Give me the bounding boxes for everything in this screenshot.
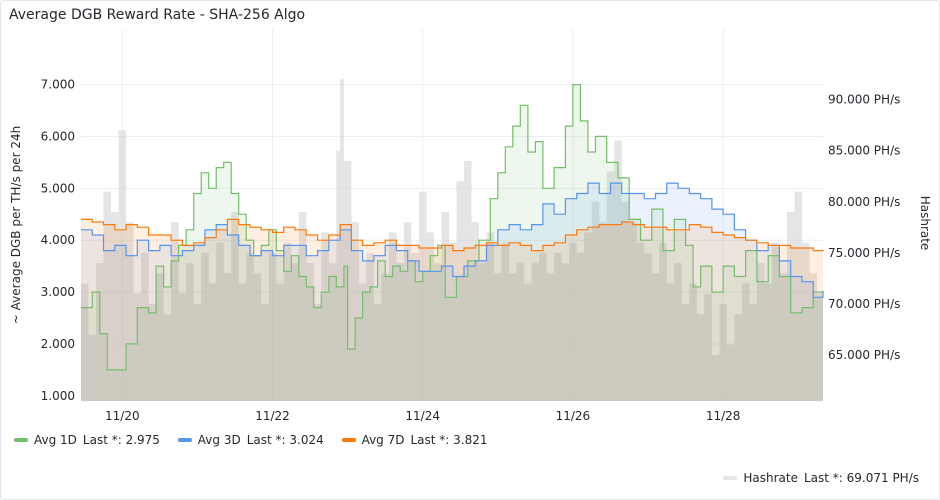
legend-last-avg-1d: Last *: 2.975 bbox=[82, 433, 160, 447]
x-tick-label-3: 11/24 bbox=[405, 409, 440, 423]
y2-tick-label-1: 65.000 PH/s bbox=[828, 348, 900, 362]
series-avg-7d-line bbox=[81, 218, 824, 252]
legend-item-avg-1d[interactable]: Avg 1D Last *: 2.975 bbox=[14, 433, 160, 447]
legend-label-avg-7d: Avg 7D bbox=[361, 433, 405, 447]
legend-swatch-avg-1d bbox=[14, 437, 28, 442]
y2-tick-label-4: 80.000 PH/s bbox=[828, 195, 900, 209]
y-tick-label-6: 6.000 bbox=[41, 129, 75, 143]
legend-item-avg-7d[interactable]: Avg 7D Last *: 3.821 bbox=[341, 433, 488, 447]
y-tick-label-3: 3.000 bbox=[41, 285, 75, 299]
series-avg-1d-area bbox=[81, 84, 823, 401]
y-tick-label-4: 4.000 bbox=[41, 233, 75, 247]
legend-label-hashrate: Hashrate bbox=[743, 471, 798, 485]
series-avg-7d-area bbox=[81, 219, 823, 401]
x-tick-label-4: 11/26 bbox=[556, 409, 591, 423]
x-tick-label-1: 11/20 bbox=[105, 409, 140, 423]
y2-tick-label-6: 90.000 PH/s bbox=[828, 93, 900, 107]
legend-last-avg-3d: Last *: 3.024 bbox=[246, 433, 324, 447]
y2-tick-label-2: 70.000 PH/s bbox=[828, 297, 900, 311]
chart-title: Average DGB Reward Rate - SHA-256 Algo bbox=[9, 7, 306, 23]
x-tick-label-5: 11/28 bbox=[706, 409, 741, 423]
legend-swatch-avg-7d bbox=[341, 437, 356, 442]
legend-last-avg-7d: Last *: 3.821 bbox=[410, 433, 488, 447]
legend-right: Hashrate Last *: 69.071 PH/s bbox=[723, 471, 919, 485]
series-hashrate-area bbox=[81, 79, 823, 401]
y-axis-title: ~ Average DGB per TH/s per 24h bbox=[9, 126, 23, 324]
y-tick-label-1: 1.000 bbox=[41, 389, 75, 403]
legend-label-avg-1d: Avg 1D bbox=[34, 433, 77, 447]
y2-tick-label-3: 75.000 PH/s bbox=[828, 246, 900, 260]
legend-item-hashrate[interactable]: Hashrate Last *: 69.071 PH/s bbox=[723, 471, 919, 485]
y-tick-label-7: 7.000 bbox=[41, 78, 75, 92]
x-tick-label-2: 11/22 bbox=[255, 409, 290, 423]
legend-swatch-hashrate bbox=[723, 475, 738, 480]
series-avg-1d-line bbox=[81, 84, 824, 371]
legend-swatch-avg-3d bbox=[177, 437, 192, 442]
y-tick-label-5: 5.000 bbox=[41, 181, 75, 195]
series-avg-3d-area bbox=[81, 183, 823, 401]
legend-item-avg-3d[interactable]: Avg 3D Last *: 3.024 bbox=[177, 433, 324, 447]
legend-label-avg-3d: Avg 3D bbox=[197, 433, 241, 447]
legend-last-hashrate: Last *: 69.071 PH/s bbox=[803, 471, 919, 485]
legend-main: Avg 1D Last *: 2.975 Avg 3D Last *: 3.024 … bbox=[14, 433, 502, 447]
y2-tick-label-5: 85.000 PH/s bbox=[828, 144, 900, 158]
y-tick-label-2: 2.000 bbox=[41, 337, 75, 351]
y2-axis-title: Hashrate bbox=[918, 196, 932, 251]
